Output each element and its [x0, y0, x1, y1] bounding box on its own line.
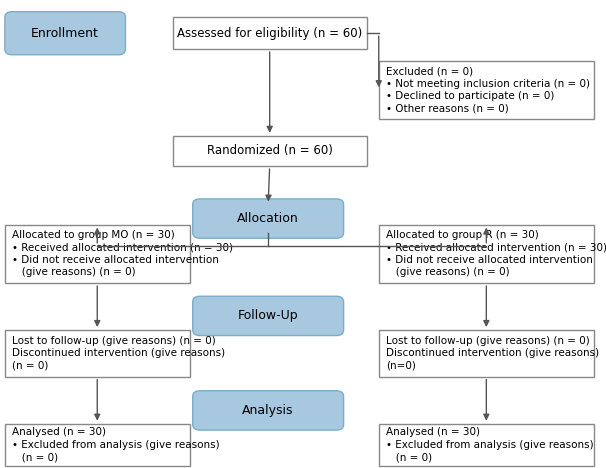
- Text: Follow-Up: Follow-Up: [238, 309, 299, 322]
- Text: Excluded (n = 0)
• Not meeting inclusion criteria (n = 0)
• Declined to particip: Excluded (n = 0) • Not meeting inclusion…: [386, 66, 590, 114]
- Text: Analysed (n = 30)
• Excluded from analysis (give reasons)
   (n = 0): Analysed (n = 30) • Excluded from analys…: [386, 427, 594, 462]
- Text: Analysis: Analysis: [242, 404, 294, 417]
- FancyBboxPatch shape: [193, 391, 344, 430]
- FancyBboxPatch shape: [5, 424, 190, 466]
- Text: Analysed (n = 30)
• Excluded from analysis (give reasons)
   (n = 0): Analysed (n = 30) • Excluded from analys…: [12, 427, 220, 462]
- Text: Allocated to group R (n = 30)
• Received allocated intervention (n = 30)
• Did n: Allocated to group R (n = 30) • Received…: [386, 230, 606, 278]
- Text: Assessed for eligibility (n = 60): Assessed for eligibility (n = 60): [177, 27, 362, 40]
- FancyBboxPatch shape: [173, 17, 367, 49]
- Text: Allocated to group MO (n = 30)
• Received allocated intervention (n = 30)
• Did : Allocated to group MO (n = 30) • Receive…: [12, 230, 233, 278]
- FancyBboxPatch shape: [173, 136, 367, 166]
- Text: Lost to follow-up (give reasons) (n = 0)
Discontinued intervention (give reasons: Lost to follow-up (give reasons) (n = 0)…: [386, 336, 599, 371]
- FancyBboxPatch shape: [193, 296, 344, 336]
- FancyBboxPatch shape: [5, 225, 190, 283]
- Text: Randomized (n = 60): Randomized (n = 60): [207, 145, 333, 157]
- FancyBboxPatch shape: [5, 330, 190, 377]
- FancyBboxPatch shape: [193, 199, 344, 238]
- FancyBboxPatch shape: [379, 330, 594, 377]
- FancyBboxPatch shape: [5, 12, 125, 55]
- Text: Enrollment: Enrollment: [31, 27, 99, 40]
- FancyBboxPatch shape: [379, 225, 594, 283]
- FancyBboxPatch shape: [379, 61, 594, 119]
- FancyBboxPatch shape: [379, 424, 594, 466]
- Text: Lost to follow-up (give reasons) (n = 0)
Discontinued intervention (give reasons: Lost to follow-up (give reasons) (n = 0)…: [12, 336, 225, 371]
- Text: Allocation: Allocation: [238, 212, 299, 225]
